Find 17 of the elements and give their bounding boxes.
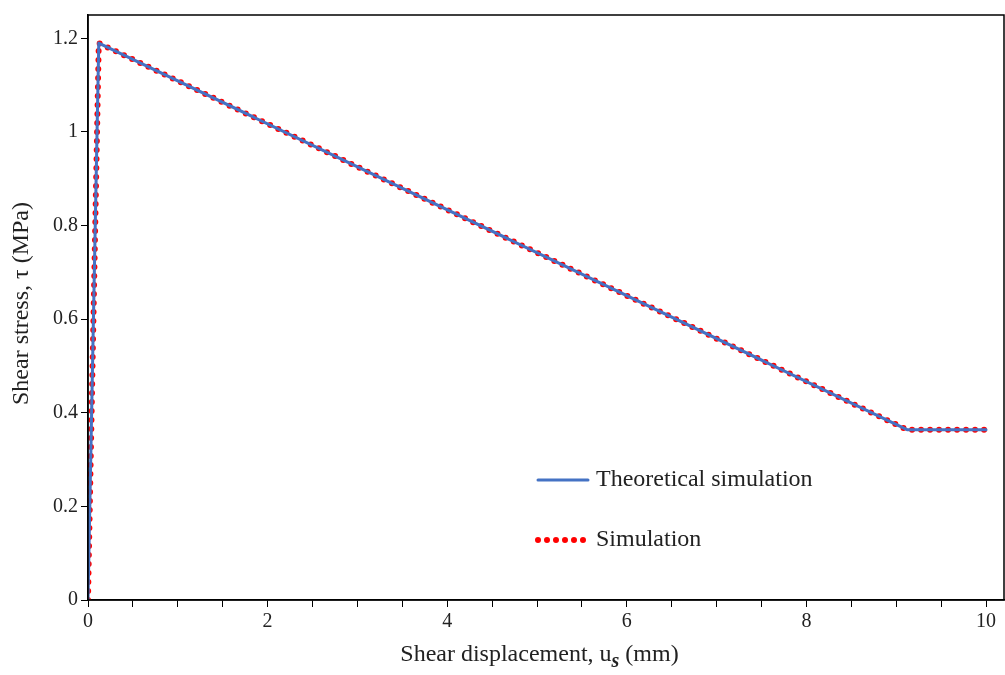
y-tick-label: 0.6: [53, 306, 78, 329]
x-axis-title: Shear displacement, u$_{s}$ (mm): [399, 640, 680, 672]
y-tick-label: 0.4: [53, 400, 78, 423]
x-tick-label: 6: [621, 609, 632, 632]
x-tick-label: 2: [262, 609, 273, 632]
y-axis-title: Shear stress, τ (MPa): [6, 201, 34, 407]
x-tick-label: 10: [976, 609, 997, 632]
y-tick-label: 0: [68, 587, 78, 610]
x-tick-label: 8: [801, 609, 812, 632]
y-tick-label: 0.8: [53, 212, 78, 235]
x-tick-label: 4: [442, 609, 453, 632]
legend-label: Simulation: [596, 525, 702, 552]
x-tick-label: 0: [83, 609, 93, 632]
y-tick-label: 1.2: [53, 25, 78, 48]
legend-label: Theoretical simulation: [596, 465, 813, 492]
y-tick-label: 0.2: [53, 493, 78, 516]
y-tick-label: 1: [68, 119, 78, 142]
